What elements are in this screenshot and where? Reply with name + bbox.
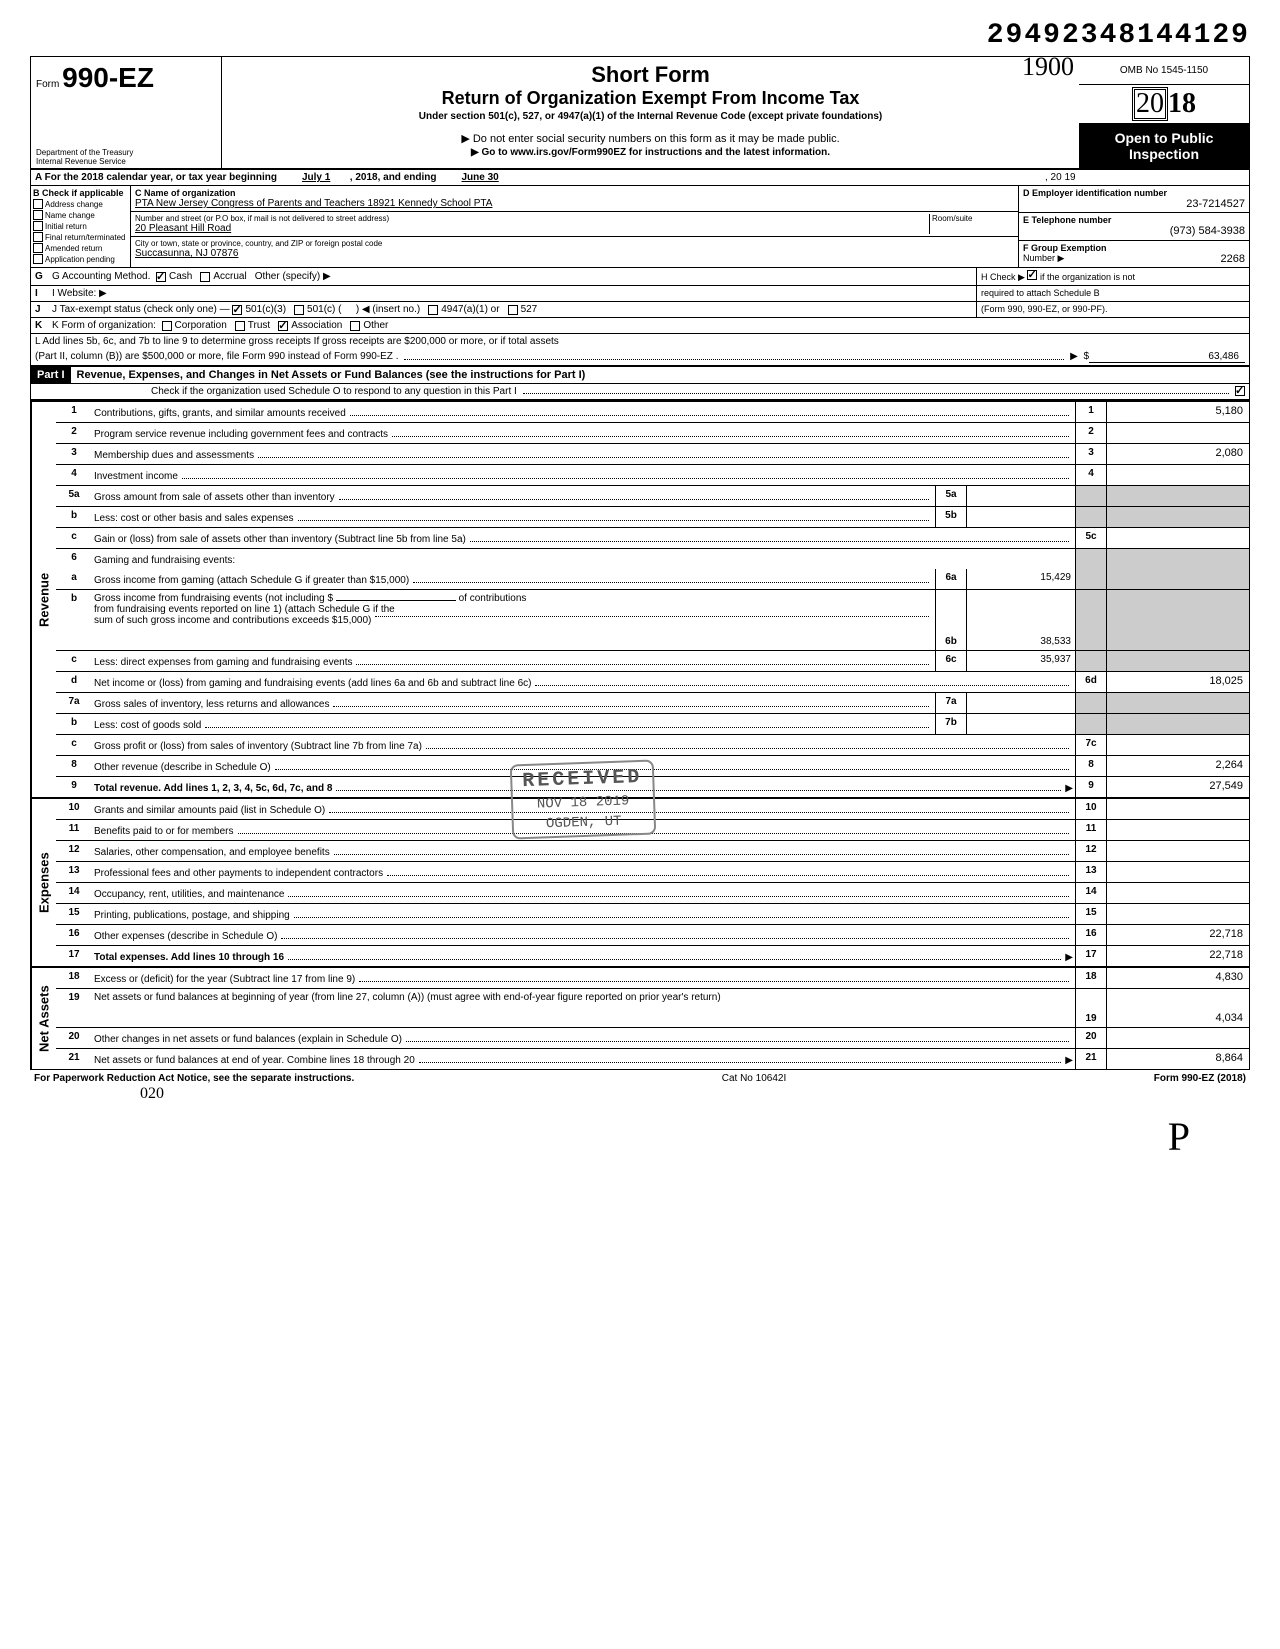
chk-501c[interactable]	[294, 305, 304, 315]
line9-value: 27,549	[1106, 777, 1249, 797]
website: I Website: ▶	[52, 288, 107, 299]
block-bcdef: B Check if applicable Address change Nam…	[31, 186, 1249, 268]
line6a-value: 15,429	[966, 569, 1075, 589]
line5a-value	[966, 486, 1075, 506]
expenses-section: Expenses 10Grants and similar amounts pa…	[31, 797, 1249, 966]
chk-other-org[interactable]	[350, 321, 360, 331]
line6c-value: 35,937	[966, 651, 1075, 671]
form-990ez: Form 990-EZ Department of the Treasury I…	[30, 56, 1250, 1070]
chk-accrual[interactable]	[200, 272, 210, 282]
part1-header: Part I Revenue, Expenses, and Changes in…	[31, 367, 1249, 384]
form-word: Form	[36, 79, 59, 90]
row-l-gross-receipts: L Add lines 5b, 6c, and 7b to line 9 to …	[31, 334, 1249, 349]
goto-link: ▶ Go to www.irs.gov/Form990EZ for instru…	[232, 147, 1069, 158]
line2-value	[1106, 423, 1249, 443]
line4-value	[1106, 465, 1249, 485]
line6d-value: 18,025	[1106, 672, 1249, 692]
open-to-public: Open to Public Inspection	[1079, 124, 1249, 168]
ein: 23-7214527	[1023, 198, 1245, 210]
chk-assoc[interactable]	[278, 321, 288, 331]
return-title: Return of Organization Exempt From Incom…	[232, 88, 1069, 109]
gross-receipts-amount: 63,486	[1089, 351, 1245, 363]
org-name: PTA New Jersey Congress of Parents and T…	[135, 198, 1014, 209]
chk-h-not-required[interactable]	[1027, 270, 1037, 280]
line14-value	[1106, 883, 1249, 903]
line3-value: 2,080	[1106, 444, 1249, 464]
room-suite: Room/suite	[929, 214, 1014, 234]
line6b-value: 38,533	[966, 590, 1075, 650]
header: Form 990-EZ Department of the Treasury I…	[31, 57, 1249, 170]
expenses-side-label: Expenses	[31, 799, 56, 966]
chk-part1-sched-o[interactable]	[1235, 386, 1245, 396]
chk-final-return[interactable]	[33, 232, 43, 242]
part1-sched-o: Check if the organization used Schedule …	[31, 384, 1249, 400]
line16-value: 22,718	[1106, 925, 1249, 945]
omb-number: OMB No 1545-1150	[1079, 57, 1249, 85]
rows-ghijk: G G Accounting Method. Cash Accrual Othe…	[31, 268, 1249, 334]
org-street: 20 Pleasant Hill Road	[135, 223, 929, 234]
net-assets-section: Net Assets 18Excess or (deficit) for the…	[31, 966, 1249, 1069]
chk-trust[interactable]	[235, 321, 245, 331]
line15-value	[1106, 904, 1249, 924]
col-def: D Employer identification number 23-7214…	[1018, 186, 1249, 267]
line10-value	[1106, 799, 1249, 819]
line18-value: 4,830	[1106, 968, 1249, 988]
chk-pending[interactable]	[33, 254, 43, 264]
dept-treasury: Department of the Treasury	[36, 148, 133, 157]
line19-value: 4,034	[1106, 989, 1249, 1027]
telephone: (973) 584-3938	[1023, 225, 1245, 237]
h-schedule-b: H Check ▶ if the organization is not	[976, 268, 1245, 285]
line1-value: 5,180	[1106, 402, 1249, 422]
chk-initial-return[interactable]	[33, 221, 43, 231]
line11-value	[1106, 820, 1249, 840]
org-city: Succasunna, NJ 07876	[135, 248, 1014, 259]
line8-value: 2,264	[1106, 756, 1249, 776]
chk-address-change[interactable]	[33, 199, 43, 209]
group-exemption: 2268	[1064, 253, 1245, 265]
line12-value	[1106, 841, 1249, 861]
line7c-value	[1106, 735, 1249, 755]
line13-value	[1106, 862, 1249, 882]
short-form-title: Short Form	[232, 62, 1069, 88]
privacy-note: ▶ Do not enter social security numbers o…	[232, 132, 1069, 145]
chk-amended[interactable]	[33, 243, 43, 253]
line17-value: 22,718	[1106, 946, 1249, 966]
line7a-value	[966, 693, 1075, 713]
netassets-side-label: Net Assets	[31, 968, 56, 1069]
col-b-checkboxes: B Check if applicable Address change Nam…	[31, 186, 131, 267]
revenue-section: Revenue 1Contributions, gifts, grants, a…	[31, 400, 1249, 797]
handwritten-bottom: 020	[140, 1085, 1250, 1103]
signature-initial: P	[30, 1113, 1250, 1160]
form-number: 990-EZ	[62, 62, 154, 93]
top-tracking-id: 29492348144129	[30, 20, 1250, 51]
chk-corp[interactable]	[162, 321, 172, 331]
chk-501c3[interactable]	[232, 305, 242, 315]
row-a-tax-year: A For the 2018 calendar year, or tax yea…	[31, 170, 1249, 186]
chk-527[interactable]	[508, 305, 518, 315]
line21-value: 8,864	[1106, 1049, 1249, 1069]
handwritten-top: 1900	[1022, 52, 1074, 82]
dept-irs: Internal Revenue Service	[36, 157, 133, 166]
line20-value	[1106, 1028, 1249, 1048]
chk-4947[interactable]	[428, 305, 438, 315]
revenue-side-label: Revenue	[31, 402, 56, 797]
chk-name-change[interactable]	[33, 210, 43, 220]
under-section: Under section 501(c), 527, or 4947(a)(1)…	[232, 111, 1069, 122]
line5b-value	[966, 507, 1075, 527]
chk-cash[interactable]	[156, 272, 166, 282]
tax-year: 2018	[1079, 85, 1249, 124]
col-c-org-info: C Name of organization PTA New Jersey Co…	[131, 186, 1018, 267]
line7b-value	[966, 714, 1075, 734]
line5c-value	[1106, 528, 1249, 548]
